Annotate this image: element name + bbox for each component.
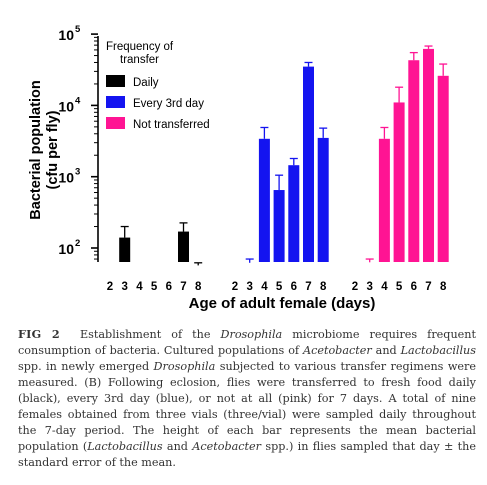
- x-tick-label-0-2: 4: [136, 281, 143, 293]
- bar-1-6: [317, 137, 329, 262]
- legend-title-line2: transfer: [120, 54, 159, 66]
- bar-chart: Bacterial population (cfu per fly) 10 210…: [28, 24, 449, 312]
- legend-swatch-2: [106, 117, 125, 129]
- bars: [119, 45, 449, 266]
- x-tick-label-2-5: 7: [425, 281, 431, 293]
- bar-1-3: [273, 190, 285, 262]
- caption-text-3: subjected to various transfer regimens w…: [18, 360, 477, 453]
- bar-2-4: [408, 60, 420, 262]
- caption-genus-4: Drosophila: [153, 360, 216, 373]
- x-tick-label-1-0: 2: [232, 281, 238, 293]
- caption-genus-2: Acetobacter: [302, 344, 372, 357]
- x-tick-label-1-3: 5: [276, 281, 283, 293]
- x-tick-label-1-4: 6: [291, 281, 297, 293]
- x-tick-label-1-6: 8: [320, 281, 327, 293]
- x-tick-label-2-1: 3: [366, 281, 372, 293]
- x-tick-label-0-0: 2: [107, 281, 113, 293]
- caption-text-2: spp. in newly emerged: [18, 360, 154, 373]
- legend: Frequency of transfer Daily Every 3rd day…: [106, 41, 210, 131]
- y-tick-exponent-0: 2: [75, 238, 80, 249]
- caption-genus-5: Lactobacillus: [87, 440, 163, 453]
- bar-1-4: [288, 165, 300, 262]
- x-tick-label-2-2: 4: [381, 281, 388, 293]
- y-tick-exponent-3: 5: [75, 24, 81, 35]
- y-tick-label-2: 10: [58, 98, 74, 114]
- caption-text-4: spp.) in flies sampled that day ± the st…: [18, 440, 476, 469]
- x-tick-label-2-0: 2: [352, 281, 358, 293]
- bar-2-2: [378, 138, 390, 262]
- bar-2-6: [437, 75, 449, 262]
- x-tick-label-2-6: 8: [440, 281, 447, 293]
- bar-2-5: [423, 48, 434, 263]
- y-tick-exponent-1: 3: [75, 167, 80, 178]
- caption-and-2: and: [162, 440, 193, 453]
- x-tick-label-0-6: 8: [195, 281, 202, 293]
- x-tick-label-1-1: 3: [246, 281, 252, 293]
- x-tick-label-2-4: 6: [411, 281, 417, 293]
- bar-1-2: [258, 138, 270, 262]
- caption-text-1: Establishment of the: [79, 328, 221, 341]
- legend-label-0: Daily: [133, 77, 159, 89]
- x-tick-label-2-3: 5: [396, 281, 403, 293]
- y-tick-label-1: 10: [58, 170, 74, 186]
- caption-genus-6: Acetobacter: [192, 440, 262, 453]
- x-tick-label-1-2: 4: [261, 281, 268, 293]
- legend-title-line1: Frequency of: [106, 41, 174, 53]
- caption-genus-3: Lactobacillus: [400, 344, 476, 357]
- x-tick-label-0-5: 7: [180, 281, 186, 293]
- y-axis-label-line2: (cfu per fly): [45, 110, 61, 189]
- y-tick-exponent-2: 4: [75, 95, 81, 106]
- y-tick-label-3: 10: [58, 27, 74, 43]
- legend-swatch-1: [106, 96, 125, 108]
- legend-swatch-0: [106, 75, 125, 87]
- y-tick-label-0: 10: [58, 241, 74, 257]
- x-tick-label-0-3: 5: [151, 281, 158, 293]
- legend-label-2: Not transferred: [133, 119, 210, 131]
- y-axis-label: Bacterial population (cfu per fly): [28, 80, 61, 219]
- bar-2-3: [393, 102, 405, 262]
- caption-and-1: and: [371, 344, 401, 357]
- figure-caption: FIG 2 Establishment of the Drosophila mi…: [18, 326, 476, 471]
- figure-label: FIG 2: [18, 327, 60, 341]
- caption-genus-1: Drosophila: [220, 328, 283, 341]
- bar-1-5: [303, 66, 314, 263]
- x-tick-label-0-4: 6: [166, 281, 172, 293]
- bar-0-1: [119, 237, 131, 262]
- legend-label-1: Every 3rd day: [133, 98, 204, 110]
- x-tick-label-1-5: 7: [305, 281, 311, 293]
- bar-0-5: [178, 231, 189, 262]
- caption-text-1b: microbiome requires frequent consumption…: [18, 328, 476, 357]
- x-axis-label: Age of adult female (days): [189, 295, 376, 312]
- x-tick-label-0-1: 3: [121, 281, 127, 293]
- y-axis-label-line1: Bacterial population: [28, 80, 44, 219]
